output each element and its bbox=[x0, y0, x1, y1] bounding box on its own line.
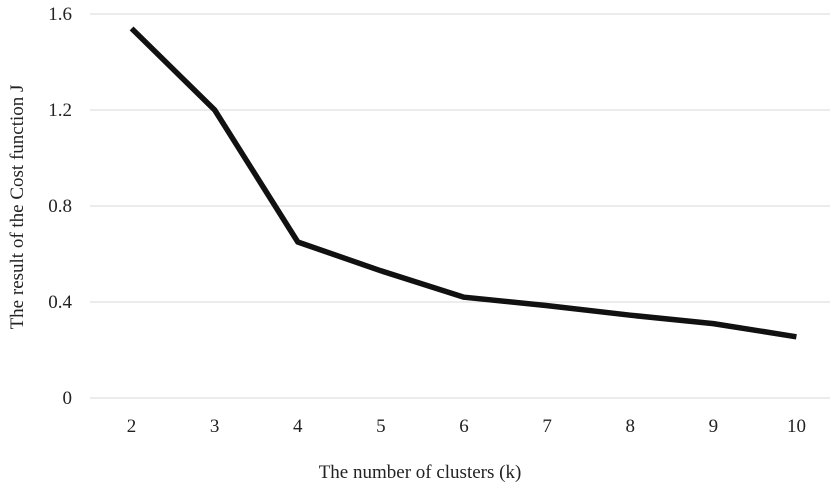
y-tick-label: 1.2 bbox=[48, 100, 72, 121]
y-tick-label: 0 bbox=[63, 388, 73, 409]
x-tick-label: 4 bbox=[293, 416, 303, 437]
x-tick-label: 3 bbox=[210, 416, 220, 437]
x-tick-label: 2 bbox=[127, 416, 137, 437]
data-series bbox=[129, 26, 797, 340]
x-tick-label: 5 bbox=[376, 416, 386, 437]
x-axis-tick-labels: 2 3 4 5 6 7 8 9 10 bbox=[127, 416, 806, 437]
x-tick-label: 10 bbox=[787, 416, 806, 437]
y-tick-label: 1.6 bbox=[48, 4, 72, 25]
x-tick-label: 8 bbox=[625, 416, 635, 437]
x-tick-label: 9 bbox=[709, 416, 719, 437]
y-tick-label: 0.8 bbox=[48, 196, 72, 217]
horizontal-gridlines bbox=[90, 13, 830, 399]
series-line bbox=[129, 26, 797, 340]
y-axis-title: The result of the Cost function J bbox=[7, 85, 28, 330]
x-axis-title: The number of clusters (k) bbox=[319, 462, 522, 483]
y-axis-tick-labels: 0 0.4 0.8 1.2 1.6 bbox=[48, 4, 72, 409]
x-tick-label: 7 bbox=[542, 416, 552, 437]
y-tick-label: 0.4 bbox=[48, 292, 72, 313]
x-tick-label: 6 bbox=[459, 416, 469, 437]
